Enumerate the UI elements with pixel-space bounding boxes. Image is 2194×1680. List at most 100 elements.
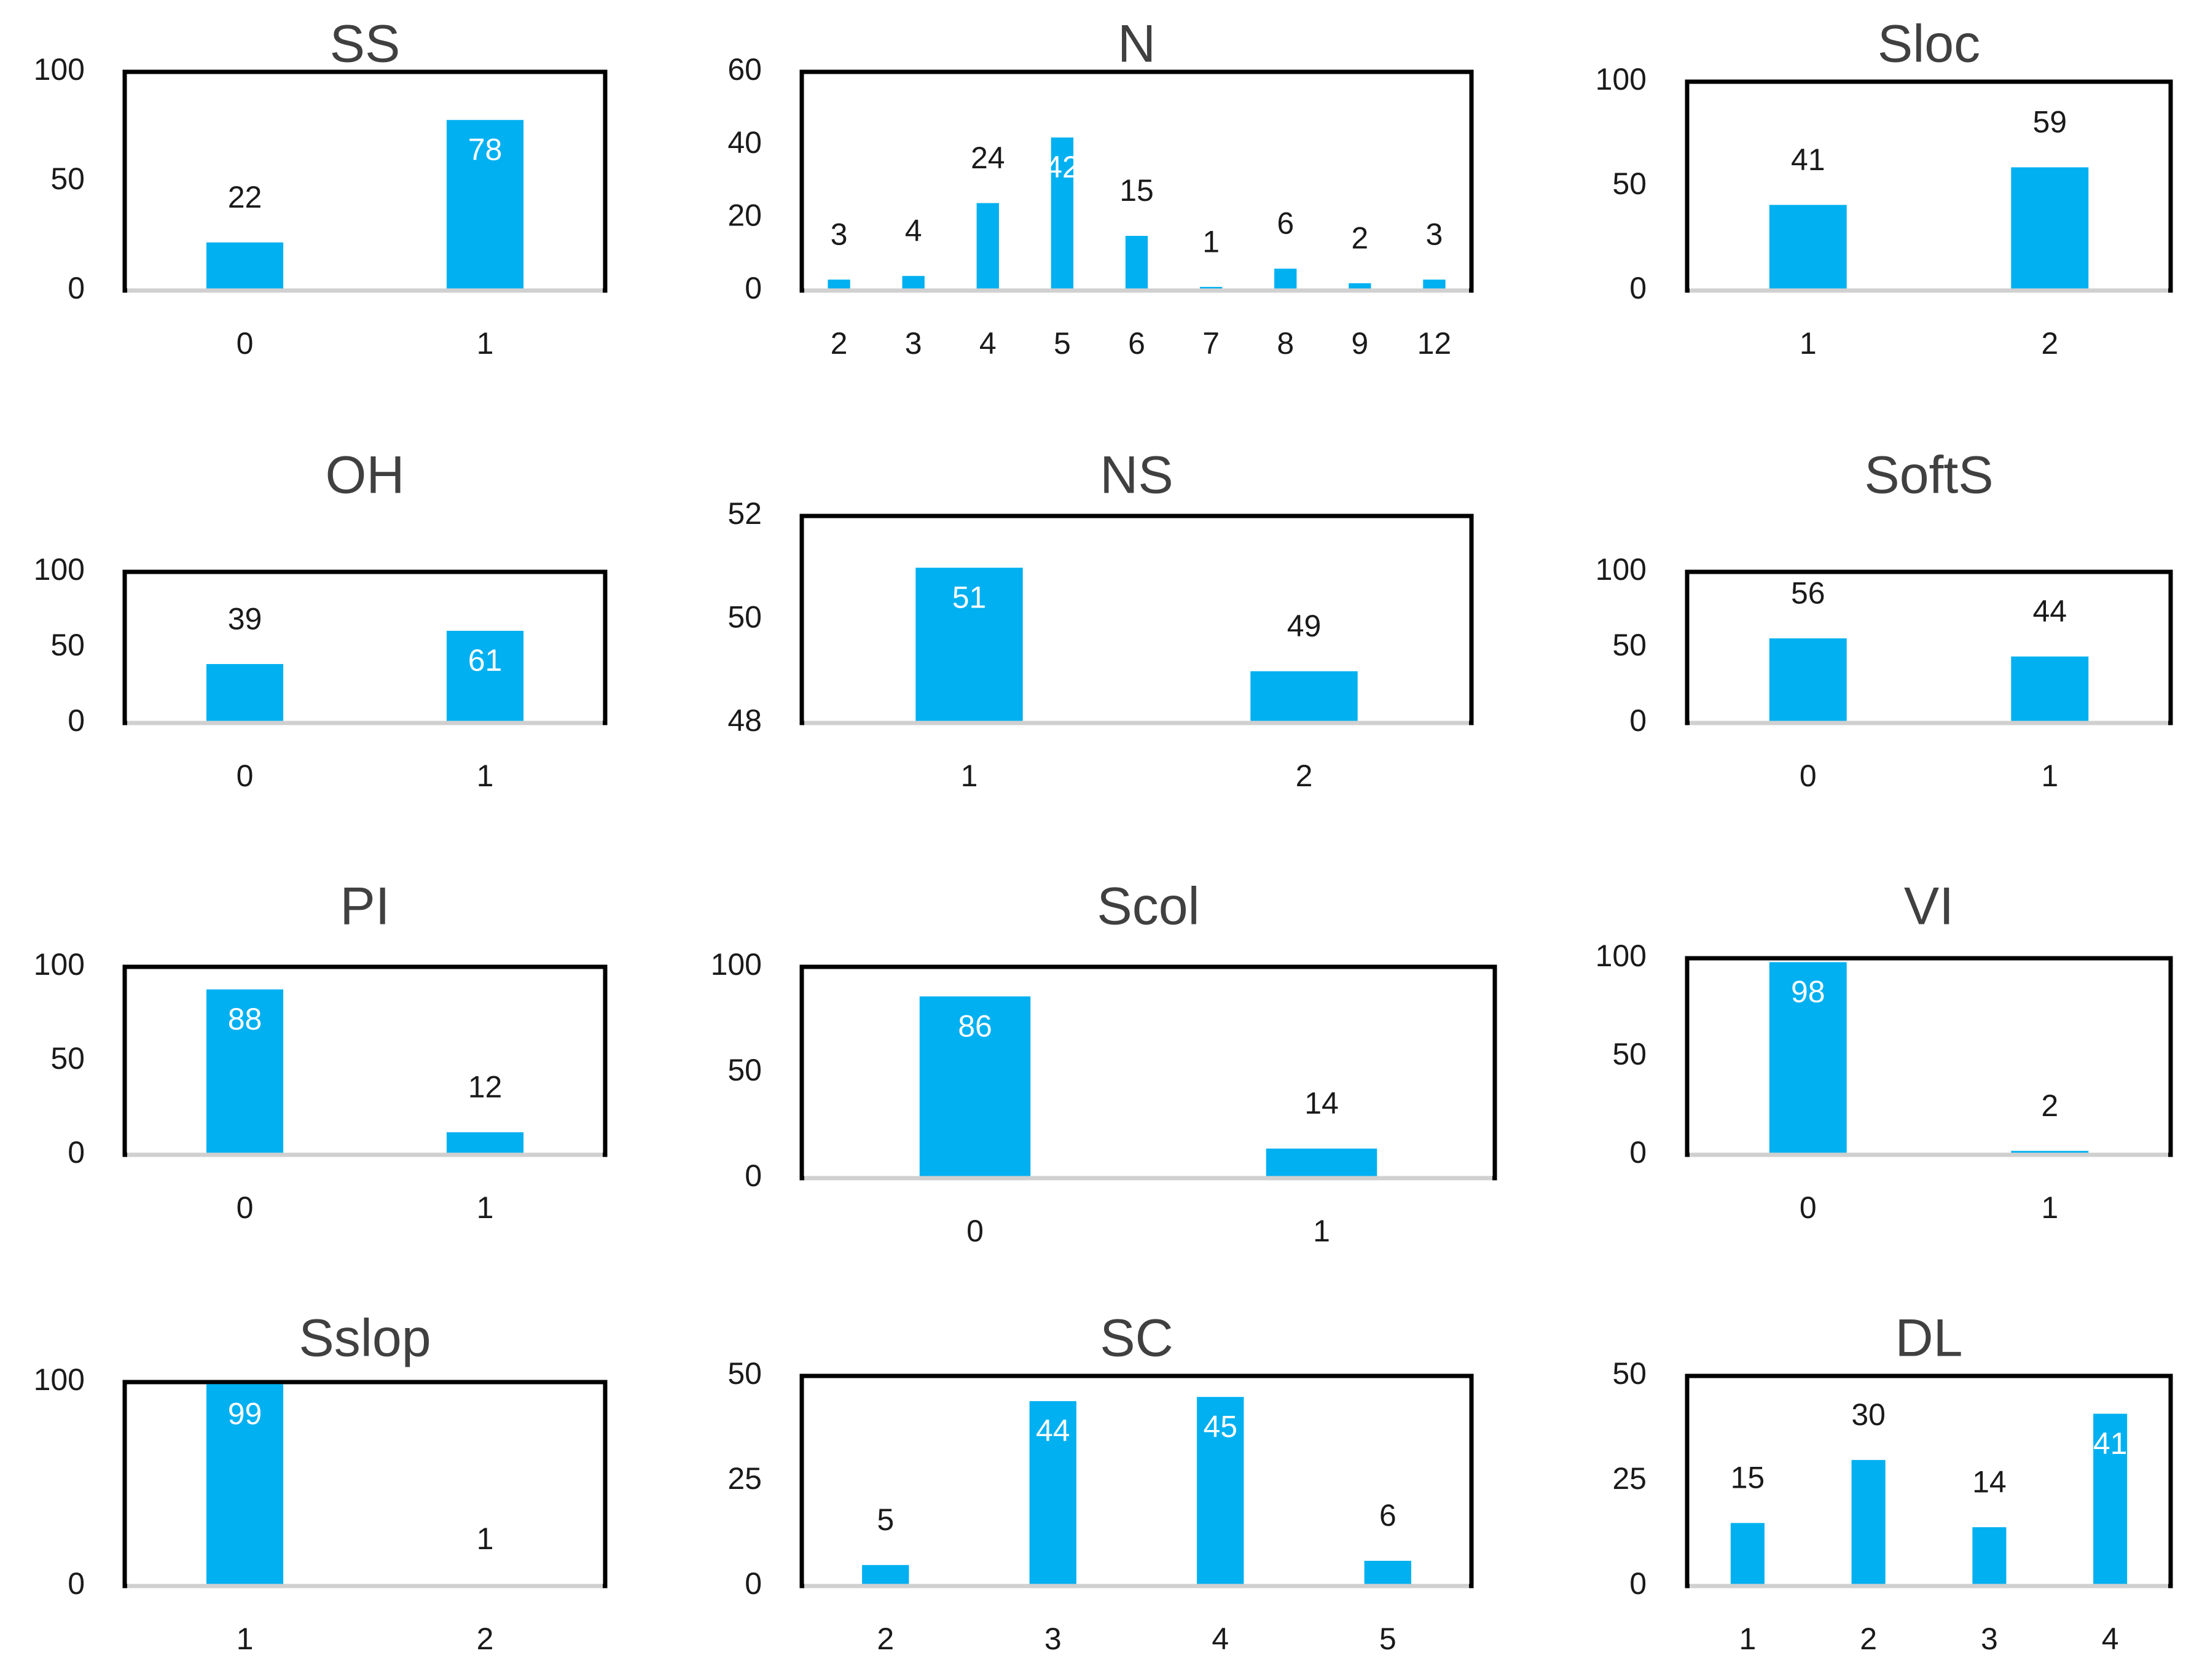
data-label: 12: [468, 1069, 503, 1104]
bar: [446, 1132, 524, 1155]
x-tick-label: 0: [237, 759, 254, 793]
y-tick-label: 50: [1612, 1356, 1647, 1391]
y-tick-label: 0: [1629, 1566, 1647, 1601]
x-tick-label: 3: [905, 326, 922, 361]
chart-panel-sloc: Sloc 0 50 100 1 41 2 59: [1596, 15, 2173, 361]
y-tick-label: 25: [727, 1461, 762, 1496]
y-tick-label: 50: [727, 600, 762, 635]
x-tick-label: 1: [961, 759, 978, 793]
data-label: 44: [2032, 594, 2067, 628]
plot-frame: [122, 1380, 608, 1588]
x-tick-label: 1: [477, 759, 494, 793]
x-tick-label: 2: [831, 326, 848, 361]
plot-frame: [122, 569, 608, 725]
y-tick-label: 52: [727, 496, 762, 531]
data-label: 45: [1203, 1409, 1237, 1444]
y-tick-label: 60: [727, 52, 762, 87]
y-tick-label: 50: [1612, 166, 1647, 201]
data-label: 14: [1972, 1464, 2007, 1499]
y-tick-label: 50: [50, 1041, 85, 1076]
y-tick-label: 100: [1596, 552, 1647, 587]
bar: [1769, 638, 1847, 723]
chart-title: NS: [1100, 446, 1173, 505]
bar: [206, 1384, 284, 1586]
chart-title: SS: [330, 15, 401, 74]
x-tick-label: 1: [1739, 1622, 1756, 1656]
data-label: 86: [958, 1009, 992, 1043]
chart-title: N: [1118, 15, 1156, 74]
y-tick-label: 50: [1612, 628, 1647, 662]
bar: [1250, 671, 1358, 723]
data-label: 61: [468, 643, 503, 678]
bar: [919, 996, 1031, 1178]
x-tick-label: 1: [237, 1622, 254, 1656]
chart-title: Sloc: [1878, 15, 1980, 74]
x-tick-label: 1: [1800, 326, 1817, 361]
bar: [862, 1565, 909, 1586]
x-tick-label: 2: [877, 1622, 894, 1656]
data-label: 14: [1304, 1086, 1339, 1120]
bar: [206, 664, 284, 723]
plot-frame: [122, 69, 608, 293]
bar: [1730, 1523, 1765, 1586]
chart-panel-ns: NS 48 50 52 1 51 2 49: [727, 446, 1474, 793]
y-tick-label: 50: [727, 1356, 762, 1391]
y-tick-label: 0: [68, 271, 85, 305]
chart-panel-ss: SS 0 50 100 0 22 1 78: [34, 15, 608, 361]
x-tick-label: 2: [477, 1622, 494, 1656]
y-tick-label: 0: [1629, 1135, 1647, 1170]
bar: [1769, 205, 1847, 291]
bar: [1125, 236, 1148, 291]
y-tick-label: 100: [34, 552, 85, 587]
y-tick-label: 0: [1629, 271, 1647, 305]
y-tick-label: 100: [34, 947, 85, 982]
y-tick-label: 0: [68, 703, 85, 738]
bar: [1051, 137, 1074, 291]
chart-panel-vi: VI 0 50 100 0 98 1 2: [1596, 877, 2173, 1225]
data-label: 1: [477, 1522, 494, 1556]
chart-panel-oh: OH 0 50 100 0 39 1 61: [34, 446, 608, 793]
x-tick-label: 1: [477, 326, 494, 361]
chart-title: VI: [1904, 877, 1954, 936]
y-tick-label: 0: [1629, 703, 1647, 738]
chart-panel-n: N 0 20 40 60 2 3 3 4 4 24 5 42 6 15 7 1 8 6 9 2 12 3: [727, 15, 1474, 361]
data-label: 44: [1036, 1413, 1070, 1448]
y-tick-label: 100: [34, 1362, 85, 1397]
data-label: 6: [1277, 206, 1294, 241]
x-tick-label: 2: [1860, 1622, 1877, 1656]
y-tick-label: 100: [1596, 939, 1647, 973]
bar: [446, 120, 524, 291]
x-tick-label: 2: [2041, 326, 2058, 361]
bar: [1851, 1459, 1886, 1586]
y-tick-label: 100: [34, 52, 85, 87]
y-tick-label: 0: [68, 1566, 85, 1601]
x-tick-label: 1: [477, 1190, 494, 1225]
data-label: 24: [971, 141, 1005, 175]
x-tick-label: 1: [1313, 1214, 1330, 1248]
chart-title: SoftS: [1864, 446, 1993, 505]
y-tick-label: 0: [68, 1135, 85, 1170]
data-label: 2: [2041, 1088, 2058, 1123]
chart-title: PI: [340, 877, 390, 936]
plot-frame: [799, 514, 1474, 725]
plot-frame: [122, 964, 608, 1157]
y-tick-label: 48: [727, 703, 762, 738]
y-tick-label: 0: [745, 271, 762, 305]
bar: [446, 630, 524, 723]
plot-frame: [799, 1373, 1474, 1588]
data-label: 99: [228, 1397, 262, 1431]
data-label: 98: [1791, 975, 1825, 1009]
y-tick-label: 0: [745, 1566, 762, 1601]
data-label: 1: [1202, 224, 1220, 259]
bar: [1423, 279, 1446, 291]
x-tick-label: 12: [1417, 326, 1452, 361]
y-tick-label: 0: [745, 1158, 762, 1193]
x-tick-label: 0: [237, 1190, 254, 1225]
y-tick-label: 50: [50, 628, 85, 662]
chart-title: OH: [326, 446, 405, 505]
y-tick-label: 50: [727, 1053, 762, 1087]
chart-title: Sslop: [299, 1309, 431, 1368]
chart-panel-sslop: Sslop 0 100 1 99 2 1: [34, 1309, 608, 1656]
x-tick-label: 1: [2041, 759, 2058, 793]
